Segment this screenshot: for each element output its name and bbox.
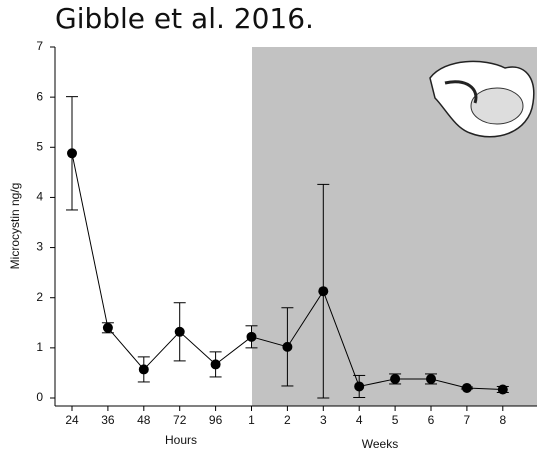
x-tick-label: 8 [499,413,506,427]
y-tick-label: 7 [36,39,43,53]
x-tick-label: 36 [101,413,115,427]
y-tick-label: 0 [36,390,43,404]
data-point [354,381,365,392]
x-group-label: Weeks [362,437,398,451]
y-tick-label: 5 [36,139,43,153]
y-tick-label: 2 [36,290,43,304]
x-tick-label: 96 [209,413,223,427]
data-point [174,326,185,337]
oyster-detail [444,80,478,104]
data-point [497,384,508,395]
x-group-label: Hours [165,433,197,447]
y-tick-label: 1 [36,340,43,354]
x-tick-label: 2 [284,413,291,427]
data-point [426,373,436,384]
data-point [138,364,149,375]
y-tick-label: 6 [36,89,43,103]
chart-title: Gibble et al. 2016. [55,2,314,35]
data-point [390,373,401,384]
y-tick-label: 4 [36,190,43,204]
data-point [67,148,77,159]
x-tick-label: 48 [137,413,151,427]
data-point [246,331,257,342]
data-point [102,322,113,333]
y-tick-label: 3 [36,240,43,254]
data-point [210,359,221,370]
oyster-illustration [429,60,535,138]
data-point [318,286,329,297]
x-tick-label: 5 [392,413,399,427]
y-axis-label: Microcystin ng/g [8,183,22,270]
x-tick-label: 1 [248,413,255,427]
data-point [461,382,472,393]
data-point [282,341,293,352]
x-tick-label: 4 [356,413,363,427]
oyster-body [470,87,524,125]
x-tick-label: 3 [320,413,327,427]
x-tick-label: 24 [65,413,79,427]
x-tick-label: 7 [464,413,471,427]
x-tick-label: 72 [173,413,187,427]
x-tick-label: 6 [428,413,435,427]
